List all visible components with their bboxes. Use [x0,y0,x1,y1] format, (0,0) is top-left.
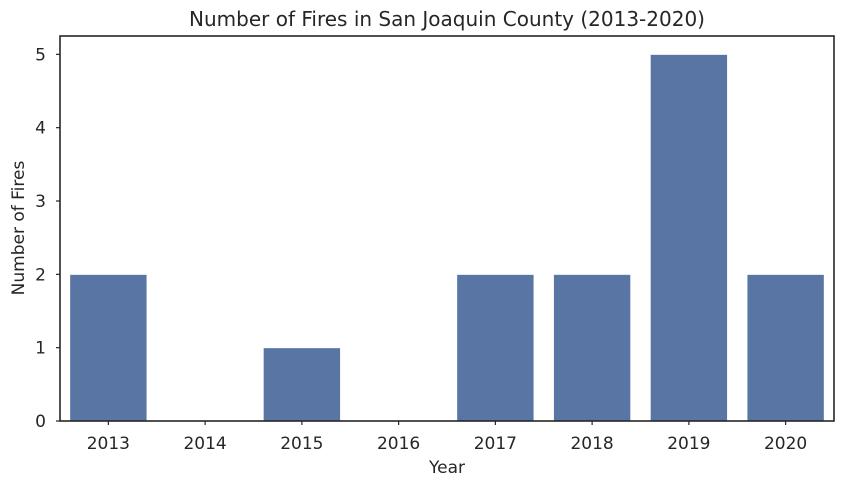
bar-2018 [552,273,632,422]
y-tick-label: 2 [35,265,46,285]
x-tick-label: 2019 [667,434,710,454]
x-tick-label: 2014 [183,434,226,454]
chart-title: Number of Fires in San Joaquin County (2… [189,7,705,31]
x-tick-label: 2018 [570,434,613,454]
x-tick-label: 2016 [377,434,420,454]
y-tick-label: 0 [35,412,46,432]
bar-2017 [456,273,535,422]
x-ticks-group: 2013 2014 2015 2016 2017 2018 2019 2020 [87,421,807,454]
x-tick-label: 2013 [87,434,130,454]
plot-frame [59,35,835,422]
bar-2015 [262,347,342,422]
y-tick-label: 5 [35,45,46,65]
x-axis-label: Year [428,458,465,478]
y-ticks-group: 0 1 2 3 4 5 [35,45,60,432]
x-tick-label: 2017 [474,434,517,454]
bar-2013 [69,273,148,422]
bar-2020 [746,273,825,422]
y-tick-label: 3 [35,192,46,212]
y-tick-label: 1 [35,339,46,359]
bar-2019 [649,53,729,422]
y-axis-label: Number of Fires [9,161,29,296]
x-tick-label: 2015 [280,434,323,454]
y-tick-label: 4 [35,119,46,139]
bars-group [69,53,825,422]
x-tick-label: 2020 [764,434,807,454]
